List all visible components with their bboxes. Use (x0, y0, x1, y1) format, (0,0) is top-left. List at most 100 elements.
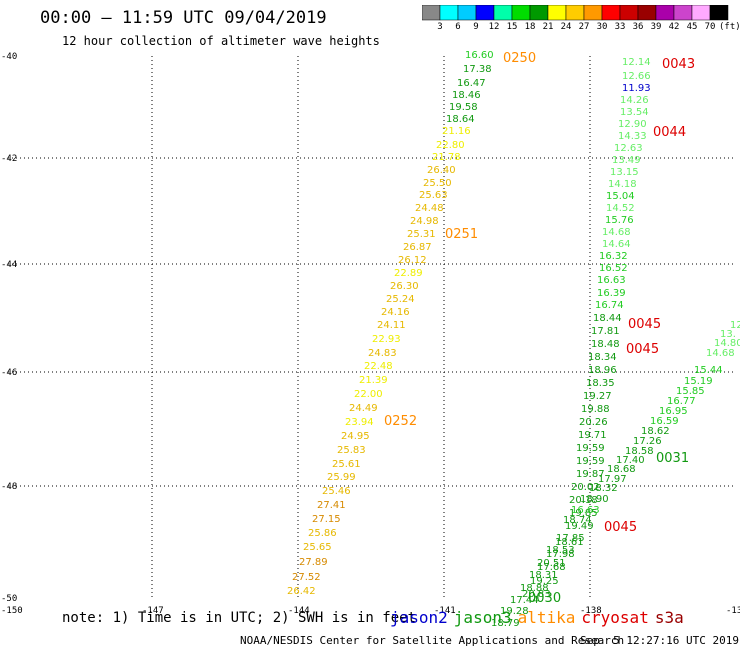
pass-time-label: 0251 (445, 227, 478, 242)
wave-height-value: 18.79 (491, 618, 520, 629)
wave-height-value: 14.64 (602, 239, 631, 250)
satellite-track: 23.94 24.95 25.83 25.61 25.99 25.46 27.41 27.15… (287, 414, 417, 597)
legend-entry-jason2: jason2 (390, 608, 448, 627)
wave-height-value: 20.02 (571, 482, 600, 493)
wave-height-value: 16.32 (599, 251, 628, 262)
wave-height-value: 27.15 (312, 514, 341, 525)
colorbar-label: 30 (596, 22, 608, 32)
pass-time-label: 0252 (384, 414, 417, 429)
units-note: note: 1) Time is in UTC; 2) SWH is in fe… (62, 610, 417, 626)
wave-height-value: 24.16 (381, 307, 410, 318)
pass-time-label: 0045 (628, 317, 661, 332)
wave-height-value: 12 (730, 320, 740, 331)
wave-height-value: 18.31 (529, 570, 558, 581)
wave-height-value: 21.16 (442, 126, 471, 137)
wave-height-value: 24.83 (368, 348, 397, 359)
wave-height-value: 22.93 (372, 334, 401, 345)
wave-height-value: 20.18 (569, 495, 598, 506)
latitude-tick-label: -42 (1, 154, 17, 164)
wave-height-value: 20.26 (579, 417, 608, 428)
wave-height-value: 16.77 (667, 396, 696, 407)
colorbar-label: 3 (437, 22, 443, 32)
latitude-tick-label: -40 (1, 52, 17, 62)
wave-height-value: 16.60 (465, 50, 494, 61)
wave-height-value: 25.31 (407, 229, 436, 240)
wave-height-value: 27.41 (317, 500, 346, 511)
wave-height-value: 19.27 (583, 391, 612, 402)
pass-time-label: 0031 (656, 451, 689, 466)
satellite-track: 0030 (528, 591, 561, 606)
wave-height-value: 26.12 (398, 255, 427, 266)
wave-height-value: 19.71 (578, 430, 607, 441)
wave-height-value: 25.46 (322, 486, 351, 497)
colorbar-label: 39 (650, 22, 662, 32)
latitude-tick-label: -46 (1, 368, 17, 378)
wave-height-value: 12.63 (614, 143, 643, 154)
wave-height-value: 16.63 (571, 505, 600, 516)
longitude-tick-label: -150 (1, 606, 23, 616)
wave-height-value: 12.90 (618, 119, 647, 130)
wave-height-value: 18.74 (563, 515, 592, 526)
wave-height-value: 15.19 (684, 376, 713, 387)
footer-credit: NOAA/NESDIS Center for Satellite Applica… (240, 634, 625, 647)
wave-height-value: 19.28 (500, 606, 529, 617)
wave-height-value: 15.85 (676, 386, 705, 397)
longitude-tick-label: -138 (580, 606, 602, 616)
wave-height-value: 19.88 (581, 404, 610, 415)
wave-height-value: 18.62 (641, 426, 670, 437)
wave-height-value: 26.87 (403, 242, 432, 253)
colorbar-label: 12 (488, 22, 500, 32)
legend-entry-cryosat: cryosat (581, 608, 649, 627)
wave-height-value: 27.89 (299, 557, 328, 568)
wave-height-value: 17.85 (556, 533, 585, 544)
wave-height-value: 14.68 (602, 227, 631, 238)
wave-height-value: 18.53 (546, 545, 575, 556)
pass-time-label: 0043 (662, 57, 695, 72)
wave-height-value: 25.63 (419, 190, 448, 201)
wave-height-value: 22.00 (354, 389, 383, 400)
wave-height-value: 14.33 (618, 131, 647, 142)
wave-height-value: 15.04 (606, 191, 635, 202)
wave-height-value: 25.99 (327, 472, 356, 483)
wave-height-value: 19.25 (530, 576, 559, 587)
wave-height-value: 26.40 (427, 165, 456, 176)
longitude-tick-label: -141 (434, 606, 456, 616)
wave-height-value: 18.48 (591, 339, 620, 350)
wave-height-value: 18.34 (588, 352, 617, 363)
wave-height-value: 14.26 (620, 95, 649, 106)
wave-height-value: 21.39 (359, 375, 388, 386)
satellite-track: 17.81 18.48 18.34 18.96 18.35 19.27 19.88 20.26… (576, 317, 661, 454)
wave-height-value: 18.46 (452, 90, 481, 101)
pass-time-label: 0044 (653, 125, 686, 140)
wave-height-value: 17.44 (510, 595, 539, 606)
latitude-tick-label: -48 (1, 482, 17, 492)
colorbar-label: 9 (473, 22, 479, 32)
map-title: 00:00 – 11:59 UTC 09/04/2019 (40, 8, 327, 28)
wave-height-value: 24.49 (349, 403, 378, 414)
wave-height-value: 18.88 (520, 583, 549, 594)
wave-height-value: 16.74 (595, 300, 624, 311)
wave-height-value: 23.94 (345, 417, 374, 428)
wave-height-value: 14.52 (606, 203, 635, 214)
wave-height-value: 17.40 (616, 455, 645, 466)
wave-height-value: 25.50 (423, 178, 452, 189)
legend-entry-jason3: jason3 (453, 608, 512, 627)
wave-height-value: 12.14 (622, 57, 651, 68)
wave-height-value: 25.86 (308, 528, 337, 539)
pass-time-label: 0045 (626, 342, 659, 357)
wave-height-value: 22.89 (394, 268, 423, 279)
grid-lines (8, 56, 736, 598)
satellite-track: 25.63 24.48 24.98 25.31 26.87 26.12 22.89 26.30… (349, 190, 478, 414)
legend-entry-s3a: s3a (654, 608, 684, 627)
satellite-track: 14.3312.6313.4913.1514.1815.0414.5215.76… (593, 125, 686, 324)
pass-time-label: 0250 (503, 51, 536, 66)
wave-height-value: 19.49 (565, 521, 594, 532)
wave-height-value: 13.15 (610, 167, 639, 178)
wave-height-value: 17.97 (598, 474, 627, 485)
wave-height-value: 14.18 (608, 179, 637, 190)
legend-entry-altika: altika (517, 608, 576, 627)
satellite-legend: jason2 jason3 altika cryosat s3a (390, 608, 690, 627)
